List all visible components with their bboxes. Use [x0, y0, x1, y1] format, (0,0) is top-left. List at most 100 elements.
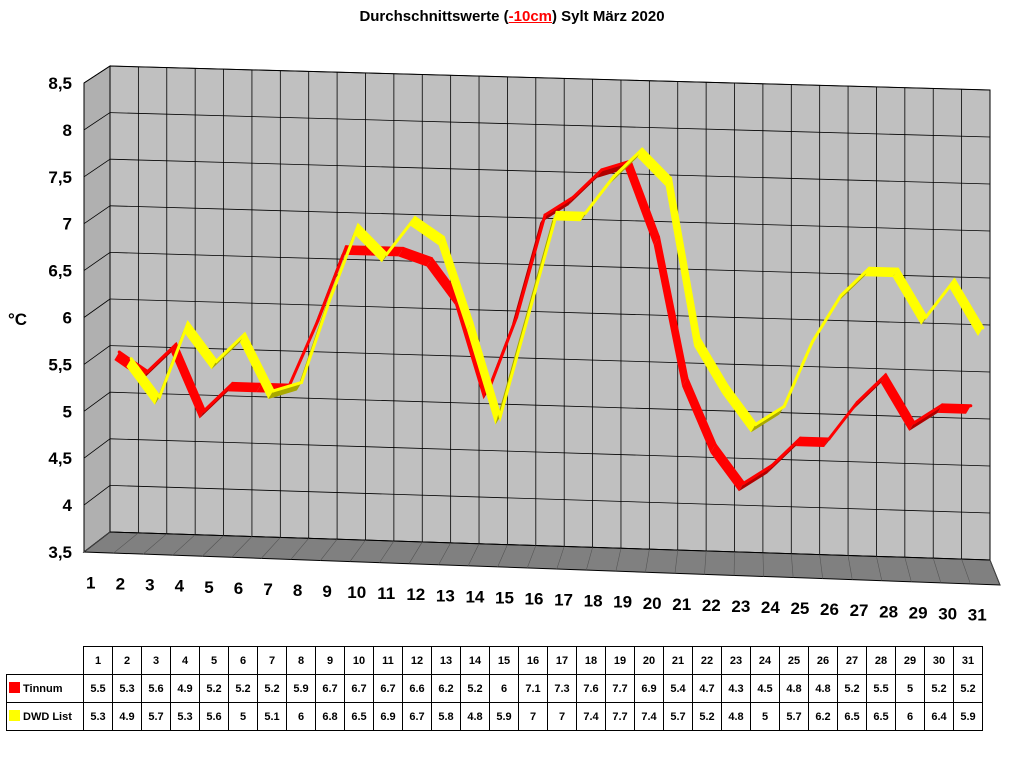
floor-gridline	[467, 543, 480, 566]
floor-gridline	[556, 546, 565, 570]
floor-gridline	[172, 534, 196, 556]
side-gridline	[83, 391, 111, 412]
side-gridline	[83, 65, 111, 84]
table-header-cell: 10	[344, 646, 374, 675]
table-cell: 5.9	[286, 674, 316, 703]
table-cell: 5.7	[141, 702, 171, 731]
x-tick-label: 28	[879, 602, 898, 621]
table-cell: 6.7	[402, 702, 432, 731]
h-gridline	[109, 252, 991, 279]
table-cell: 6.4	[924, 702, 954, 731]
data-point	[231, 381, 235, 385]
floor-gridline	[876, 556, 883, 581]
x-tick-label: 23	[731, 597, 750, 616]
floor-gridline	[379, 540, 395, 563]
y-tick-label: 4	[63, 496, 73, 515]
table-header-cell: 1	[83, 646, 113, 675]
ribbon-segment	[239, 334, 274, 399]
table-cell: 5.8	[431, 702, 461, 731]
table-cell: 4.9	[170, 674, 200, 703]
data-point	[884, 373, 888, 377]
table-cell: 4.8	[721, 702, 751, 731]
ribbon-segment	[171, 344, 205, 419]
table-cell: 5.9	[489, 702, 519, 731]
table-header-cell: 4	[170, 646, 200, 675]
table-header-cell: 30	[924, 646, 954, 675]
table-cell: 6.5	[837, 702, 867, 731]
floor-gridline	[819, 554, 824, 579]
floor-gridline	[142, 533, 167, 555]
floor-gridline	[438, 542, 451, 565]
data-point	[316, 319, 320, 323]
ribbon-segment	[949, 280, 983, 336]
y-tick-label: 8	[63, 121, 72, 140]
y-axis-label: °C	[8, 310, 27, 329]
table-cell: 6.6	[402, 674, 432, 703]
ribbon-segment	[552, 212, 586, 222]
data-point	[685, 376, 689, 380]
table-header-cell: 15	[489, 646, 519, 675]
data-point	[186, 321, 190, 325]
data-point	[896, 267, 900, 271]
ribbon-segment	[227, 383, 262, 393]
table-cell: 5.7	[779, 702, 809, 731]
x-tick-label: 27	[850, 601, 869, 620]
floor-gridline	[261, 537, 281, 559]
table-cell: 6.7	[344, 674, 374, 703]
data-point	[214, 359, 218, 363]
table-header-cell: 24	[750, 646, 780, 675]
data-point	[713, 443, 717, 447]
side-gridline	[83, 438, 111, 459]
table-header-cell: 20	[634, 646, 664, 675]
floor-gridline	[645, 549, 650, 573]
table-cell: 5.3	[170, 702, 200, 731]
ribbon-segment	[625, 161, 659, 246]
data-point	[158, 395, 162, 399]
table-cell: 5.5	[83, 674, 113, 703]
side-gridline	[83, 205, 111, 225]
x-tick-label: 9	[322, 582, 331, 601]
h-gridline	[109, 112, 991, 138]
data-point	[798, 436, 802, 440]
floor-gridline	[83, 531, 111, 553]
y-tick-label: 7,5	[48, 168, 72, 187]
data-point	[441, 235, 445, 239]
series-dwd-list	[126, 147, 985, 433]
data-point	[657, 235, 661, 239]
h-gridline	[109, 65, 991, 91]
ribbon-segment	[682, 378, 716, 453]
table-cell: 6.7	[373, 674, 403, 703]
table-cell: 6.2	[808, 702, 838, 731]
table-cell: 6.5	[866, 702, 896, 731]
ribbon-segment	[864, 268, 898, 278]
floor-gridline	[615, 548, 622, 572]
h-gridline	[109, 345, 991, 373]
table-cell: 5.6	[141, 674, 171, 703]
table-cell: 5.2	[199, 674, 229, 703]
ribbon-segment	[937, 404, 971, 414]
floor-gridline	[349, 539, 366, 562]
table-header-cell: 3	[141, 646, 171, 675]
data-point	[385, 252, 389, 256]
data-point	[202, 409, 206, 413]
data-point	[912, 421, 916, 425]
table-header-cell: 29	[895, 646, 925, 675]
floor-gridline	[704, 550, 707, 575]
table-header-cell: 25	[779, 646, 809, 675]
table-header-cell: 31	[953, 646, 983, 675]
table-header-cell: 18	[576, 646, 606, 675]
data-point	[401, 246, 405, 250]
x-tick-label: 3	[145, 576, 154, 595]
data-point	[839, 294, 843, 298]
data-point	[429, 257, 433, 261]
data-point	[527, 313, 531, 317]
data-point	[328, 297, 332, 301]
table-cell: 7.3	[547, 674, 577, 703]
data-point	[174, 342, 178, 346]
side-gridline	[83, 485, 111, 506]
table-header-cell: 21	[663, 646, 693, 675]
ribbon-segment	[722, 386, 756, 433]
ribbon-segment	[426, 258, 460, 305]
data-point	[543, 213, 547, 217]
y-tick-label: 8,5	[48, 74, 72, 93]
